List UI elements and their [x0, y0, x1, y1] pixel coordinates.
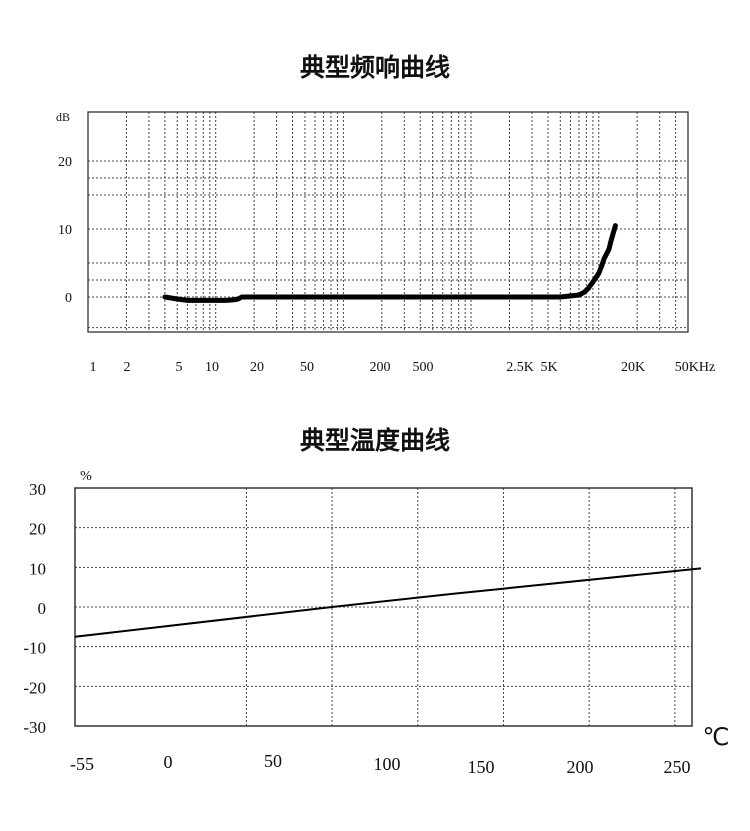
temp-x-tick-label: 200 — [567, 757, 594, 777]
freq-x-tick-label: 5K — [540, 360, 557, 375]
freq-x-tick-label: 50KHz — [675, 360, 715, 375]
temp-x-tick-label: 250 — [664, 757, 691, 777]
temp-y-tick-label: -10 — [23, 639, 46, 658]
temperature-curve — [74, 567, 702, 638]
freq-y-axis-unit: dB — [56, 110, 70, 124]
freq-x-tick-label: 1 — [90, 360, 97, 375]
freq-x-tick-label: 500 — [413, 360, 434, 375]
freq-x-tick-label: 2 — [124, 360, 131, 375]
freq-x-tick-label: 2.5K — [506, 360, 534, 375]
freq-x-tick-label: 20 — [250, 360, 264, 375]
temp-plot-frame — [74, 487, 693, 727]
freq-x-tick-label: 5 — [176, 360, 183, 375]
freq-response-chart: 20 10 0 dB 1 2 5 10 20 50 200 500 2.5K 5K 20K 50KHz — [56, 110, 715, 375]
freq-x-tick-label: 50 — [300, 360, 314, 375]
freq-x-tick-label: 200 — [370, 360, 391, 375]
freq-y-tick-label: 10 — [58, 223, 72, 238]
temp-y-tick-label: -30 — [23, 718, 46, 737]
freq-response-curve — [162, 223, 618, 303]
temp-y-tick-label: 10 — [29, 559, 46, 578]
temp-y-tick-label: -20 — [23, 678, 46, 697]
freq-x-tick-label: 10 — [205, 360, 219, 375]
temp-y-axis-unit: % — [80, 469, 92, 484]
freq-x-tick-label: 20K — [621, 360, 645, 375]
temp-x-tick-label: 50 — [264, 751, 282, 771]
temp-x-tick-label: 0 — [164, 752, 173, 772]
freq-y-tick-label: 20 — [58, 155, 72, 170]
temp-x-axis-unit: ℃ — [703, 725, 730, 751]
temp-x-tick-label: 150 — [468, 757, 495, 777]
temp-y-tick-label: 30 — [29, 480, 46, 499]
freq-y-tick-label: 0 — [65, 291, 72, 306]
temp-y-tick-label: 20 — [29, 520, 46, 539]
temp-x-tick-label: 100 — [374, 754, 401, 774]
temp-x-tick-label: -55 — [70, 754, 94, 774]
freq-chart-title: 典型频响曲线 — [299, 53, 450, 82]
temp-y-tick-label: 0 — [38, 599, 47, 618]
temp-chart-title: 典型温度曲线 — [299, 426, 450, 455]
freq-plot-frame — [87, 111, 689, 333]
